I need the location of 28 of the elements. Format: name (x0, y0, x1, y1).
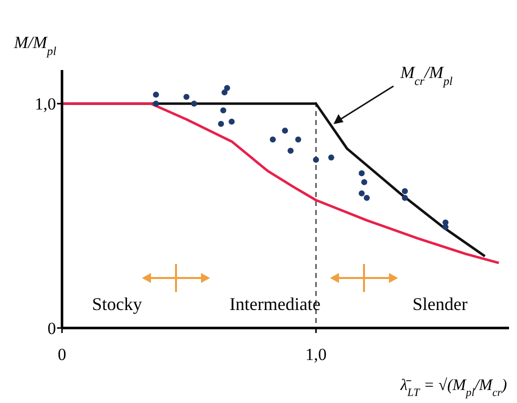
y-axis-title: M/M$_{pl}$ (13, 33, 57, 58)
point (328, 154, 334, 160)
point (295, 136, 302, 143)
annotation: Stocky (92, 294, 142, 314)
point (358, 170, 365, 176)
annotation: Intermediate (230, 294, 320, 314)
x-axis-title: λ̄$_{LT}$ = √(M$_{pl}$/M$_{cr}$) (399, 377, 507, 399)
point (361, 179, 368, 186)
point (152, 100, 159, 107)
point (191, 100, 198, 107)
point (222, 89, 228, 96)
point (228, 118, 235, 125)
point (402, 188, 408, 194)
point (270, 136, 276, 143)
point (312, 156, 319, 163)
point (402, 194, 408, 201)
point (183, 94, 190, 100)
point (220, 107, 226, 114)
point (442, 224, 449, 230)
point (218, 120, 224, 127)
point (364, 194, 370, 201)
point (288, 148, 294, 154)
annotation: Slender (412, 294, 468, 314)
point (152, 92, 159, 98)
point (224, 84, 230, 91)
text: M$_{cr}$/M$_{pl}$ (399, 63, 454, 88)
point (358, 190, 365, 196)
point (282, 128, 288, 134)
